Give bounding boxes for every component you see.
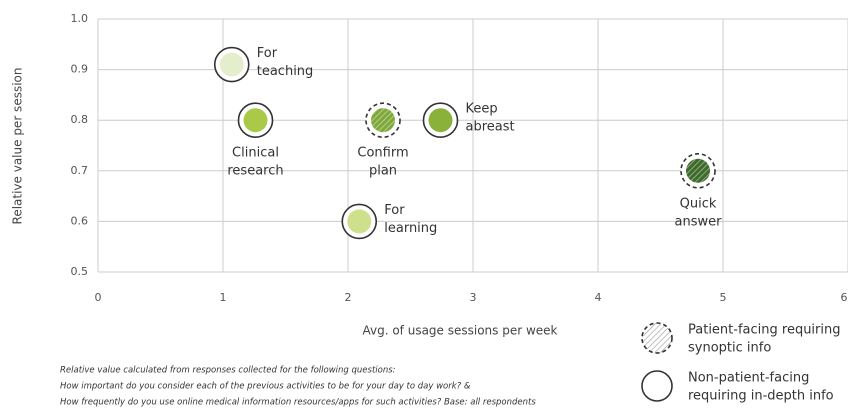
footnote: How important do you consider each of th… — [60, 382, 471, 392]
x-tick-label: 0 — [95, 291, 102, 304]
legend-marker — [641, 370, 673, 402]
x-tick-label: 3 — [470, 291, 477, 304]
point-label: learning — [384, 221, 437, 236]
y-tick-label: 0.9 — [71, 63, 89, 76]
y-axis-label: Relative value per session — [11, 68, 25, 225]
legend-marker — [641, 322, 673, 354]
x-tick-label: 2 — [345, 291, 352, 304]
point-label: For — [257, 46, 278, 61]
footnote: Relative value calculated from responses… — [60, 366, 396, 376]
x-tick-label: 5 — [720, 291, 727, 304]
y-tick-label: 0.8 — [71, 113, 89, 126]
point-label: abreast — [466, 120, 515, 135]
x-tick-label: 4 — [595, 291, 602, 304]
point-label: Quick — [680, 196, 717, 211]
bubble-hatch — [686, 158, 710, 183]
point-label: Keep — [466, 102, 498, 117]
bubble — [428, 108, 453, 133]
point-label: research — [227, 164, 283, 179]
x-axis-label: Avg. of usage sessions per week — [362, 324, 557, 338]
point-label: Clinical — [232, 146, 279, 161]
point-label: answer — [675, 214, 723, 229]
bubble — [347, 209, 372, 234]
point-label: plan — [369, 164, 397, 179]
bubble — [243, 108, 268, 133]
legend-label: Patient-facing requiring — [688, 323, 841, 338]
y-tick-label: 1.0 — [71, 12, 89, 25]
y-tick-label: 0.6 — [71, 214, 89, 227]
footnote: How frequently do you use online medical… — [60, 398, 536, 408]
x-tick-label: 6 — [841, 291, 848, 304]
bubble-hatch — [371, 108, 395, 133]
y-tick-label: 0.7 — [71, 164, 89, 177]
point-label: teaching — [257, 64, 314, 79]
legend-label: synoptic info — [688, 341, 771, 356]
legend-label: requiring in-depth info — [688, 389, 834, 404]
point-label: For — [384, 203, 405, 218]
bubble — [219, 52, 244, 77]
y-tick-label: 0.5 — [71, 265, 89, 278]
legend-label: Non-patient-facing — [688, 371, 809, 386]
x-tick-label: 1 — [220, 291, 227, 304]
point-label: Confirm — [357, 146, 408, 161]
